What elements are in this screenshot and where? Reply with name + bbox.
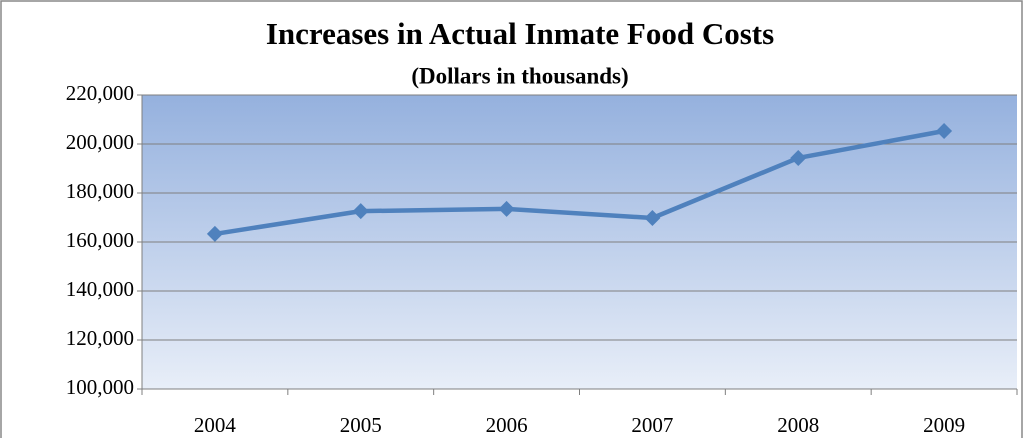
data-line [214, 128, 945, 237]
y-tick-label: 200,000 [66, 130, 134, 154]
chart-title: Increases in Actual Inmate Food Costs [266, 16, 774, 51]
x-tick-label: 2005 [340, 413, 382, 437]
data-marker [206, 225, 223, 242]
data-marker [498, 200, 515, 217]
y-tick-label: 140,000 [66, 277, 134, 301]
data-marker [936, 123, 953, 140]
data-marker [352, 203, 369, 220]
x-tick-label: 2006 [486, 413, 528, 437]
x-tick-label: 2007 [631, 413, 673, 437]
x-tick-label: 2004 [194, 413, 237, 437]
y-tick-label: 220,000 [66, 81, 134, 105]
chart-subtitle: (Dollars in thousands) [411, 63, 628, 88]
y-tick-label: 120,000 [66, 326, 134, 350]
x-tick-label: 2008 [777, 413, 819, 437]
x-tick-label: 2009 [923, 413, 965, 437]
y-tick-label: 160,000 [66, 228, 134, 252]
data-marker [790, 149, 807, 166]
data-marker [644, 209, 661, 226]
y-tick-label: 180,000 [66, 179, 134, 203]
y-tick-label: 100,000 [66, 375, 134, 399]
